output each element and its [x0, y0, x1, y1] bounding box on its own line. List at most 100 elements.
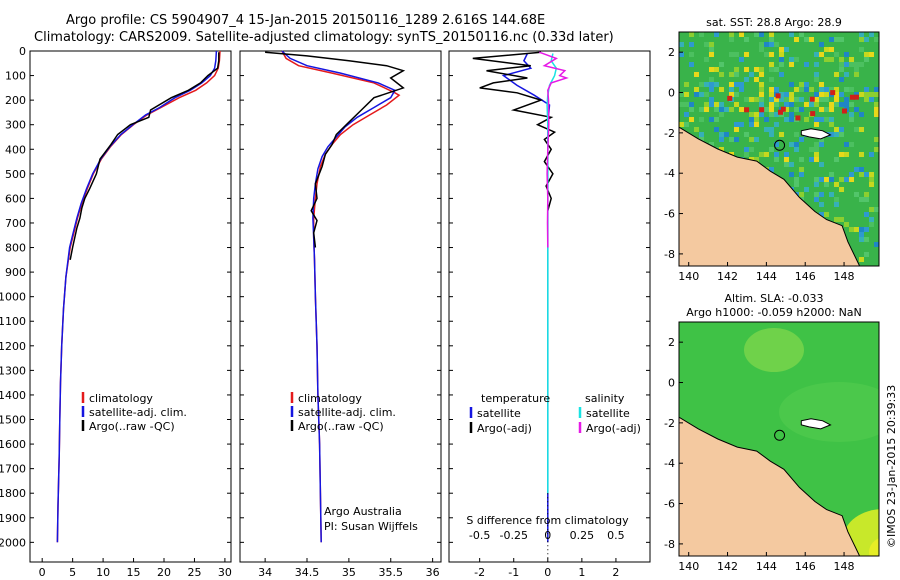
sst-pixel [694, 72, 699, 77]
sst-pixel [829, 117, 834, 122]
temperature-series-argo [69, 52, 220, 260]
sst-pixel [859, 47, 864, 52]
map-sla-ytick-label: -4 [664, 457, 675, 470]
sst-pixel [754, 67, 759, 72]
map-sla-ytick-label: 0 [668, 377, 675, 390]
sst-pixel [789, 82, 794, 87]
sst-pixel [859, 152, 864, 157]
salinity-xtick-label: 35 [342, 566, 356, 579]
salinity-series-argo [265, 51, 406, 248]
salinity-difference-tick: 0.25 [570, 529, 595, 542]
sst-pixel [699, 137, 704, 142]
sst-pixel [844, 102, 849, 107]
sst-pixel [759, 97, 764, 102]
map-sla-xtick-label: 144 [756, 560, 777, 573]
salinity-series-satellite [281, 50, 396, 543]
depth-tick-label: 1300 [0, 364, 26, 377]
sst-pixel [744, 37, 749, 42]
sst-pixel [829, 122, 834, 127]
sst-hot-pixel [830, 90, 836, 96]
sst-pixel [704, 107, 709, 112]
differences-frame [448, 50, 651, 563]
sst-pixel [689, 117, 694, 122]
sst-pixel [859, 32, 864, 37]
sst-pixel [849, 172, 854, 177]
sst-pixel [744, 52, 749, 57]
sst-pixel [859, 227, 864, 232]
sst-pixel [829, 102, 834, 107]
temperature-profile-chart: 0100200300400500600700800900100011001200… [0, 45, 232, 579]
sst-pixel [684, 112, 689, 117]
sst-pixel [804, 87, 809, 92]
sst-pixel [719, 112, 724, 117]
sst-pixel [794, 97, 799, 102]
differences-series-argo [472, 51, 557, 211]
sst-pixel [699, 32, 704, 37]
sst-pixel [854, 227, 859, 232]
sst-pixel [874, 112, 879, 117]
sst-pixel [739, 57, 744, 62]
sst-pixel [834, 132, 839, 137]
sst-pixel [864, 252, 869, 257]
salinity-difference-tick: 0 [544, 529, 551, 542]
sla-high-blob [744, 328, 804, 372]
depth-tick-label: 200 [5, 94, 26, 107]
sst-pixel [864, 97, 869, 102]
sst-pixel [874, 102, 879, 107]
sst-pixel [784, 92, 789, 97]
depth-tick-label: 800 [5, 242, 26, 255]
sst-pixel [709, 52, 714, 57]
header-line2: Climatology: CARS2009. Satellite-adjuste… [34, 30, 614, 45]
sst-pixel [704, 57, 709, 62]
sst-pixel [814, 62, 819, 67]
sst-pixel [749, 97, 754, 102]
map-sst-ytick-label: 0 [668, 87, 675, 100]
sst-pixel [759, 32, 764, 37]
sst-hot-pixel [809, 96, 815, 102]
sst-pixel [849, 102, 854, 107]
sst-pixel [749, 147, 754, 152]
map-sla-ytick-label: -6 [664, 498, 675, 511]
sst-pixel [819, 212, 824, 217]
sst-pixel [824, 212, 829, 217]
sst-pixel [749, 157, 754, 162]
sst-pixel [854, 192, 859, 197]
sst-pixel [864, 37, 869, 42]
sst-pixel [809, 87, 814, 92]
sst-pixel [774, 142, 779, 147]
sst-hot-pixel [810, 111, 816, 117]
sst-pixel [839, 187, 844, 192]
sst-pixel [819, 97, 824, 102]
legend-header-salinity: salinity [585, 392, 625, 405]
sst-pixel [824, 97, 829, 102]
sst-pixel [854, 127, 859, 132]
sst-pixel [789, 32, 794, 37]
new-guinea-landmass [679, 416, 861, 556]
sst-pixel [709, 102, 714, 107]
sst-pixel [874, 207, 879, 212]
sst-pixel [784, 152, 789, 157]
sst-pixel [844, 177, 849, 182]
sla-map-subtitle: Argo h1000: -0.059 h2000: NaN [686, 306, 862, 319]
temperature-xtick-label: 30 [218, 566, 232, 579]
sst-pixel [839, 132, 844, 137]
sst-pixel [769, 132, 774, 137]
sst-pixel [829, 172, 834, 177]
temperature-series-satellite [56, 50, 218, 543]
salinity-xtick-label: 35.5 [379, 566, 404, 579]
sst-pixel [774, 67, 779, 72]
diff-legend-label: satellite [586, 407, 630, 420]
sst-pixel [814, 77, 819, 82]
sst-pixel [829, 47, 834, 52]
sst-pixel [754, 137, 759, 142]
sst-pixel [859, 167, 864, 172]
sst-pixel [844, 97, 849, 102]
sst-pixel [769, 67, 774, 72]
sst-pixel [714, 67, 719, 72]
sst-pixel [789, 97, 794, 102]
sst-pixel [869, 222, 874, 227]
sst-pixel [754, 77, 759, 82]
sst-pixel [859, 197, 864, 202]
sst-pixel [744, 97, 749, 102]
sst-pixel [734, 72, 739, 77]
